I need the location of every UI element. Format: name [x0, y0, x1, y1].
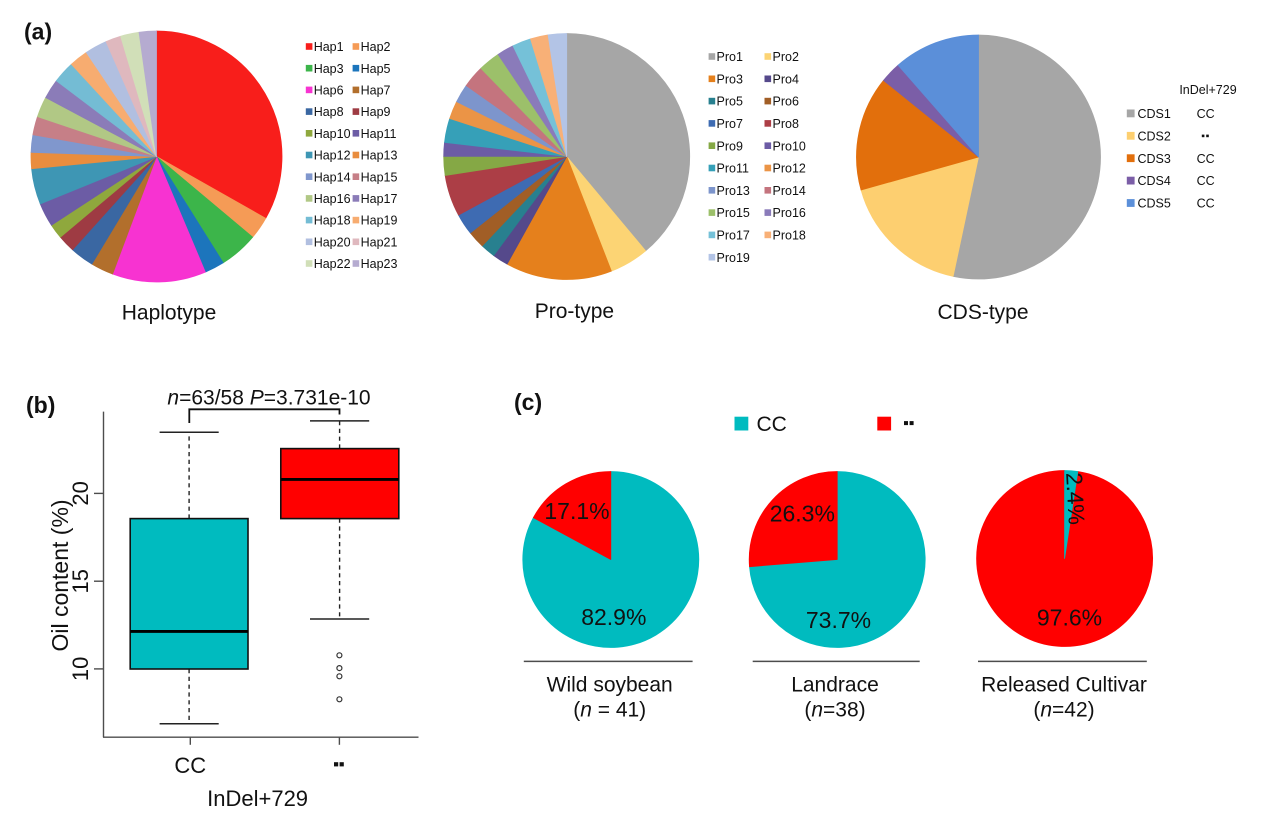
svg-text:Pro11: Pro11	[717, 162, 749, 176]
svg-text:Pro7: Pro7	[717, 117, 743, 131]
svg-text:Pro1: Pro1	[717, 50, 743, 64]
svg-text:15: 15	[68, 569, 93, 593]
svg-text:(b): (b)	[26, 392, 55, 418]
svg-text:Hap13: Hap13	[361, 149, 398, 163]
svg-text:CC: CC	[1197, 174, 1215, 188]
svg-text:Pro4: Pro4	[773, 72, 799, 86]
svg-text:CDS5: CDS5	[1138, 197, 1171, 211]
svg-text:Pro12: Pro12	[773, 162, 806, 176]
svg-text:Pro16: Pro16	[773, 206, 806, 220]
svg-text:(c): (c)	[514, 389, 542, 415]
svg-text:Hap15: Hap15	[361, 170, 398, 184]
svg-text:Pro-type: Pro-type	[535, 300, 614, 323]
svg-text:CC: CC	[1197, 152, 1215, 166]
svg-text:20: 20	[68, 481, 93, 505]
svg-text:InDel+729: InDel+729	[207, 786, 308, 811]
svg-text:Hap6: Hap6	[314, 84, 344, 98]
svg-text:2.4%: 2.4%	[1061, 472, 1090, 526]
svg-text:Hap17: Hap17	[361, 192, 398, 206]
svg-text:Hap1: Hap1	[314, 40, 344, 54]
svg-text:CDS3: CDS3	[1138, 152, 1171, 166]
svg-text:Pro17: Pro17	[717, 229, 750, 243]
svg-text:Pro18: Pro18	[773, 229, 806, 243]
svg-text:Pro13: Pro13	[717, 184, 750, 198]
svg-text:(a): (a)	[24, 19, 52, 45]
svg-text:26.3%: 26.3%	[770, 501, 835, 527]
svg-text:Hap12: Hap12	[314, 149, 351, 163]
svg-text:Hap21: Hap21	[361, 235, 398, 249]
svg-text:17.1%: 17.1%	[544, 498, 609, 524]
svg-text:Hap5: Hap5	[361, 62, 391, 76]
svg-text:(n = 41): (n = 41)	[573, 699, 646, 722]
svg-text:Pro2: Pro2	[773, 50, 799, 64]
svg-text:Pro6: Pro6	[773, 95, 799, 109]
svg-text:(n=38): (n=38)	[804, 699, 865, 722]
svg-text:CDS-type: CDS-type	[937, 301, 1028, 324]
svg-text:Hap9: Hap9	[361, 105, 391, 119]
svg-text:CDS1: CDS1	[1138, 107, 1171, 121]
svg-text:Pro15: Pro15	[717, 206, 750, 220]
svg-text:Hap8: Hap8	[314, 105, 344, 119]
svg-text:Hap16: Hap16	[314, 192, 351, 206]
svg-text:Oil content (%): Oil content (%)	[47, 499, 73, 651]
svg-text:Hap20: Hap20	[314, 235, 351, 249]
svg-text:Wild soybean: Wild soybean	[547, 674, 673, 697]
svg-text:Hap11: Hap11	[361, 127, 397, 141]
svg-text:Hap19: Hap19	[361, 214, 398, 228]
svg-text:Pro19: Pro19	[717, 251, 750, 265]
svg-text:Hap18: Hap18	[314, 214, 351, 228]
svg-text:(n=42): (n=42)	[1033, 699, 1094, 722]
svg-text:CC: CC	[1197, 197, 1215, 211]
svg-text:10: 10	[68, 657, 93, 681]
svg-text:Pro10: Pro10	[773, 139, 806, 153]
svg-text:Released Cultivar: Released Cultivar	[981, 674, 1147, 697]
svg-text:97.6%: 97.6%	[1037, 605, 1102, 631]
svg-text:Landrace: Landrace	[791, 674, 879, 697]
svg-text:Hap2: Hap2	[361, 40, 391, 54]
svg-text:Pro9: Pro9	[717, 139, 743, 153]
svg-text:73.7%: 73.7%	[806, 607, 871, 633]
svg-text:82.9%: 82.9%	[581, 604, 646, 630]
svg-text:n=63/58 P=3.731e-10: n=63/58 P=3.731e-10	[167, 386, 370, 409]
svg-text:Hap3: Hap3	[314, 62, 344, 76]
svg-text:Pro14: Pro14	[773, 184, 806, 198]
svg-text:Hap7: Hap7	[361, 84, 391, 98]
svg-text:CC: CC	[174, 753, 206, 778]
svg-text:Pro3: Pro3	[717, 72, 743, 86]
svg-text:CC: CC	[757, 413, 787, 436]
svg-text:Hap22: Hap22	[314, 257, 351, 271]
svg-text:Haplotype: Haplotype	[122, 302, 217, 325]
svg-text:CDS2: CDS2	[1138, 129, 1171, 143]
svg-text:CC: CC	[1197, 107, 1215, 121]
svg-text:Hap10: Hap10	[314, 127, 351, 141]
svg-text:InDel+729: InDel+729	[1179, 83, 1236, 97]
svg-text:Pro5: Pro5	[717, 95, 743, 109]
svg-text:Hap14: Hap14	[314, 170, 351, 184]
svg-text:Hap23: Hap23	[361, 257, 398, 271]
svg-text:CDS4: CDS4	[1138, 174, 1171, 188]
svg-text:Pro8: Pro8	[773, 117, 799, 131]
